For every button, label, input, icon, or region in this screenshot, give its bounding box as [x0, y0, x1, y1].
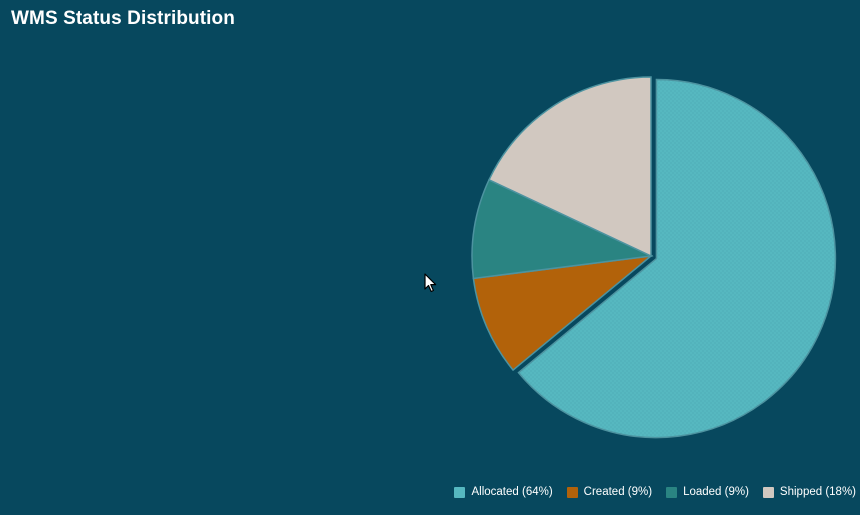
legend-label-shipped: Shipped (18%): [779, 486, 856, 498]
pie-slice-shipped[interactable]: [488, 76, 652, 258]
legend-item-created[interactable]: Created (9%): [566, 486, 653, 498]
legend-label-created: Created (9%): [583, 486, 653, 498]
pie-slice-loaded[interactable]: [471, 178, 654, 280]
legend-label-loaded: Loaded (9%): [683, 486, 749, 498]
legend-swatch-allocated: [454, 486, 466, 498]
legend-item-shipped[interactable]: Shipped (18%): [762, 486, 856, 498]
legend-swatch-shipped: [762, 486, 774, 498]
chart-legend: Allocated (64%) Created (9%) Loaded (9%) Sh…: [454, 486, 856, 498]
legend-swatch-loaded: [666, 486, 678, 498]
legend-item-loaded[interactable]: Loaded (9%): [666, 486, 749, 498]
pie-slice-created[interactable]: [472, 254, 654, 372]
chart-title: WMS Status Distribution: [11, 8, 235, 29]
pie-slices: [471, 76, 837, 439]
legend-swatch-created: [566, 486, 578, 498]
mouse-cursor-icon: [424, 273, 437, 293]
legend-label-allocated: Allocated (64%): [471, 486, 553, 498]
legend-item-allocated[interactable]: Allocated (64%): [454, 486, 553, 498]
